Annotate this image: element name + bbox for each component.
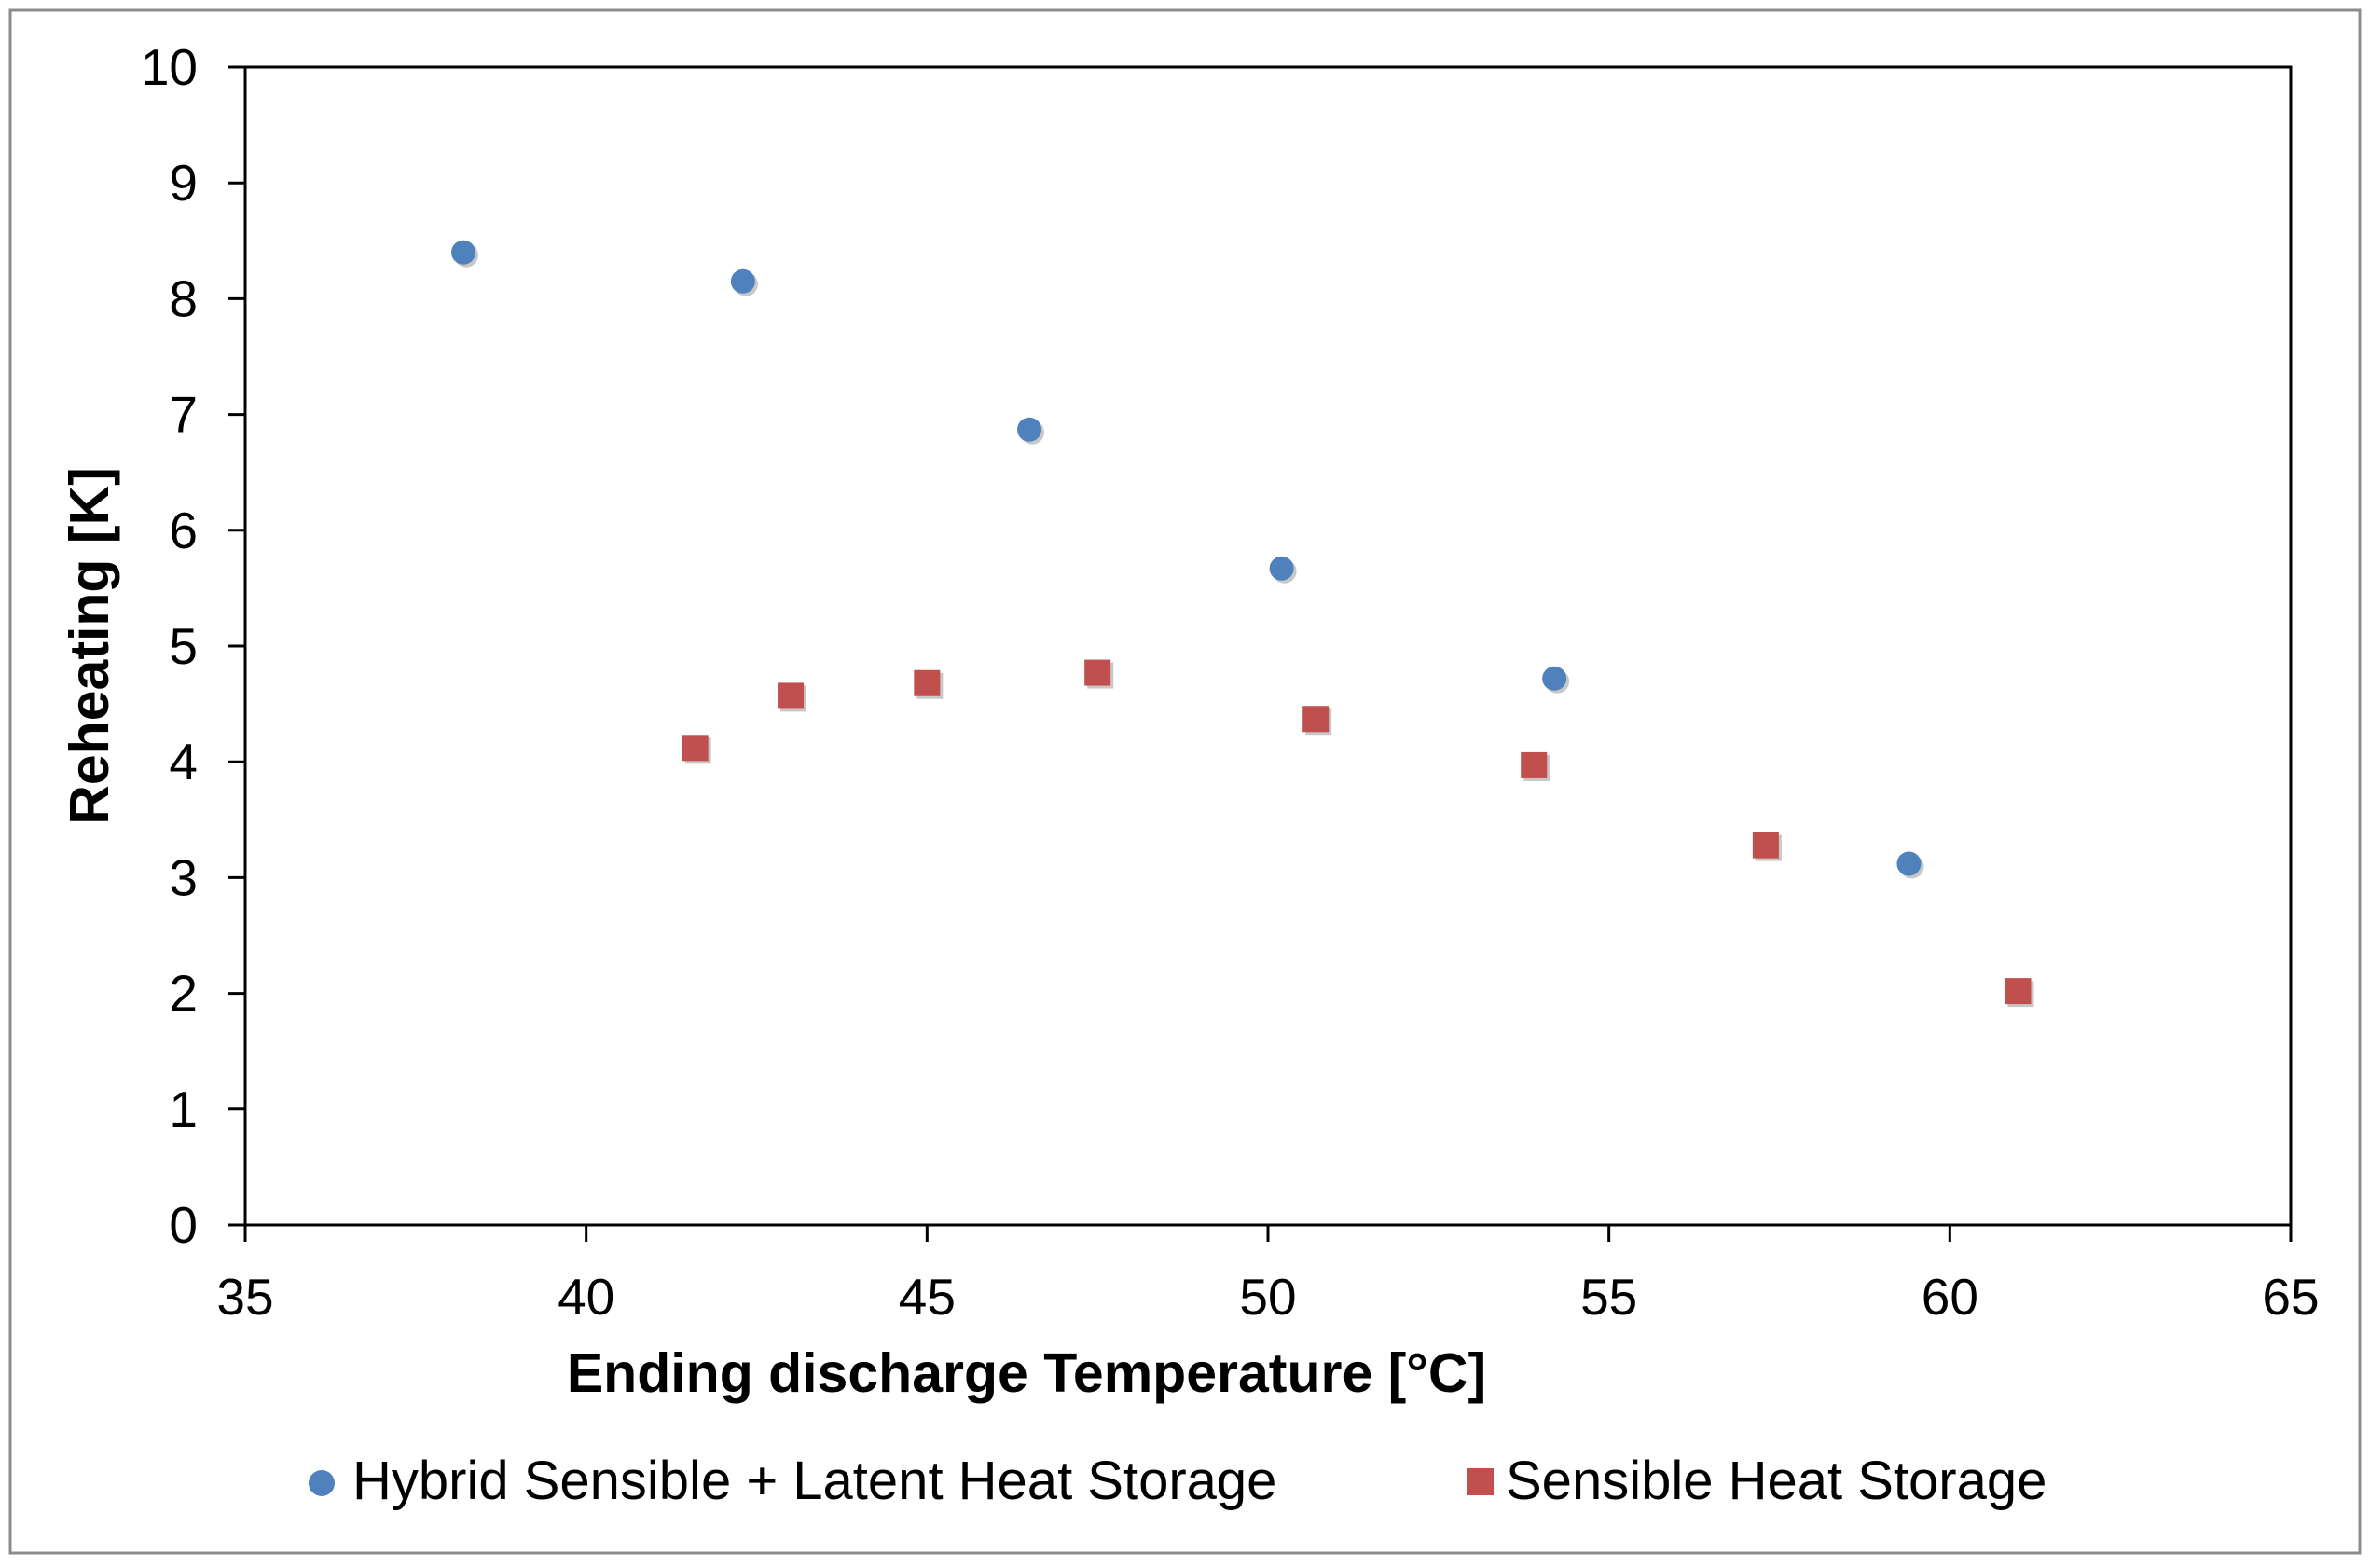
x-tick-label: 60 xyxy=(1922,1268,1978,1326)
y-tick-label: 6 xyxy=(169,502,198,559)
data-point-hybrid xyxy=(1269,556,1294,581)
y-tick-label: 7 xyxy=(169,386,198,444)
data-point-sensible xyxy=(1084,659,1111,686)
x-tick-label: 40 xyxy=(558,1268,614,1326)
legend: Hybrid Sensible + Latent Heat Storage Se… xyxy=(309,1451,2046,1511)
legend-marker-hybrid xyxy=(309,1470,335,1496)
series-sensible xyxy=(682,659,2034,1008)
data-point-hybrid xyxy=(1017,417,1042,442)
y-tick-label: 9 xyxy=(169,154,198,212)
data-point-hybrid xyxy=(730,268,755,294)
x-axis-title: Ending discharge Temperature [°C] xyxy=(567,1342,1486,1404)
y-tick-label: 0 xyxy=(169,1196,198,1254)
series-hybrid xyxy=(451,240,1924,879)
data-point-sensible xyxy=(2005,978,2032,1005)
data-point-sensible xyxy=(682,735,709,762)
legend-marker-sensible xyxy=(1467,1468,1494,1495)
y-tick-label: 5 xyxy=(169,617,198,675)
y-tick-label: 1 xyxy=(169,1080,198,1138)
y-tick-label: 10 xyxy=(141,38,198,96)
x-tick-label: 35 xyxy=(216,1268,273,1326)
x-tick-label: 65 xyxy=(2262,1268,2319,1326)
data-point-hybrid xyxy=(1896,851,1922,876)
data-point-sensible xyxy=(1302,706,1330,733)
legend-label-hybrid: Hybrid Sensible + Latent Heat Storage xyxy=(352,1451,1276,1511)
y-tick-label: 3 xyxy=(169,848,198,906)
x-tick-label: 50 xyxy=(1239,1268,1296,1326)
data-point-sensible xyxy=(778,682,805,709)
y-tick-label: 4 xyxy=(169,733,198,791)
data-point-sensible xyxy=(914,669,941,696)
y-tick-label: 2 xyxy=(169,965,198,1023)
x-tick-label: 55 xyxy=(1580,1268,1637,1326)
plot-area xyxy=(243,65,2293,1227)
data-point-sensible xyxy=(1752,832,1779,859)
x-tick-label: 45 xyxy=(899,1268,956,1326)
series-layer xyxy=(451,240,2034,1008)
y-axis-ticks: 0 1 2 3 4 5 6 7 8 9 10 xyxy=(141,38,245,1254)
y-axis-title: Reheating [K] xyxy=(59,467,120,825)
data-point-hybrid xyxy=(1542,666,1567,691)
y-tick-label: 8 xyxy=(169,269,198,327)
data-point-hybrid xyxy=(451,240,476,265)
legend-label-sensible: Sensible Heat Storage xyxy=(1506,1451,2046,1511)
data-point-sensible xyxy=(1521,751,1548,778)
x-axis-ticks: 35 40 45 50 55 60 65 xyxy=(216,1225,2320,1326)
